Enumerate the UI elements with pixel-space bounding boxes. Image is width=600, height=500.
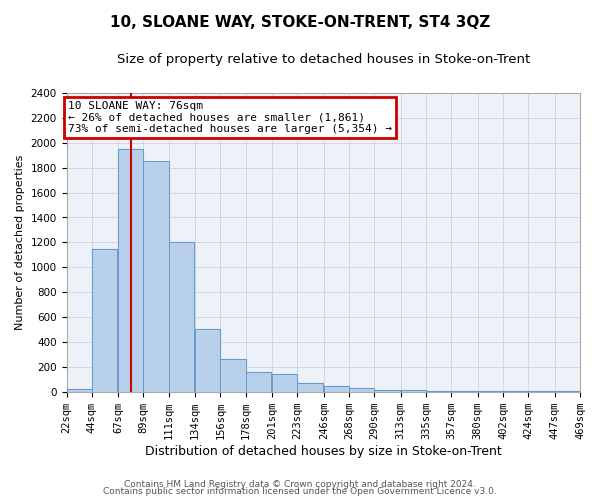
Text: Contains public sector information licensed under the Open Government Licence v3: Contains public sector information licen… [103, 487, 497, 496]
Title: Size of property relative to detached houses in Stoke-on-Trent: Size of property relative to detached ho… [116, 52, 530, 66]
Text: 10 SLOANE WAY: 76sqm
← 26% of detached houses are smaller (1,861)
73% of semi-de: 10 SLOANE WAY: 76sqm ← 26% of detached h… [68, 100, 392, 134]
Text: 10, SLOANE WAY, STOKE-ON-TRENT, ST4 3QZ: 10, SLOANE WAY, STOKE-ON-TRENT, ST4 3QZ [110, 15, 490, 30]
Text: Contains HM Land Registry data © Crown copyright and database right 2024.: Contains HM Land Registry data © Crown c… [124, 480, 476, 489]
X-axis label: Distribution of detached houses by size in Stoke-on-Trent: Distribution of detached houses by size … [145, 444, 502, 458]
Y-axis label: Number of detached properties: Number of detached properties [15, 154, 25, 330]
